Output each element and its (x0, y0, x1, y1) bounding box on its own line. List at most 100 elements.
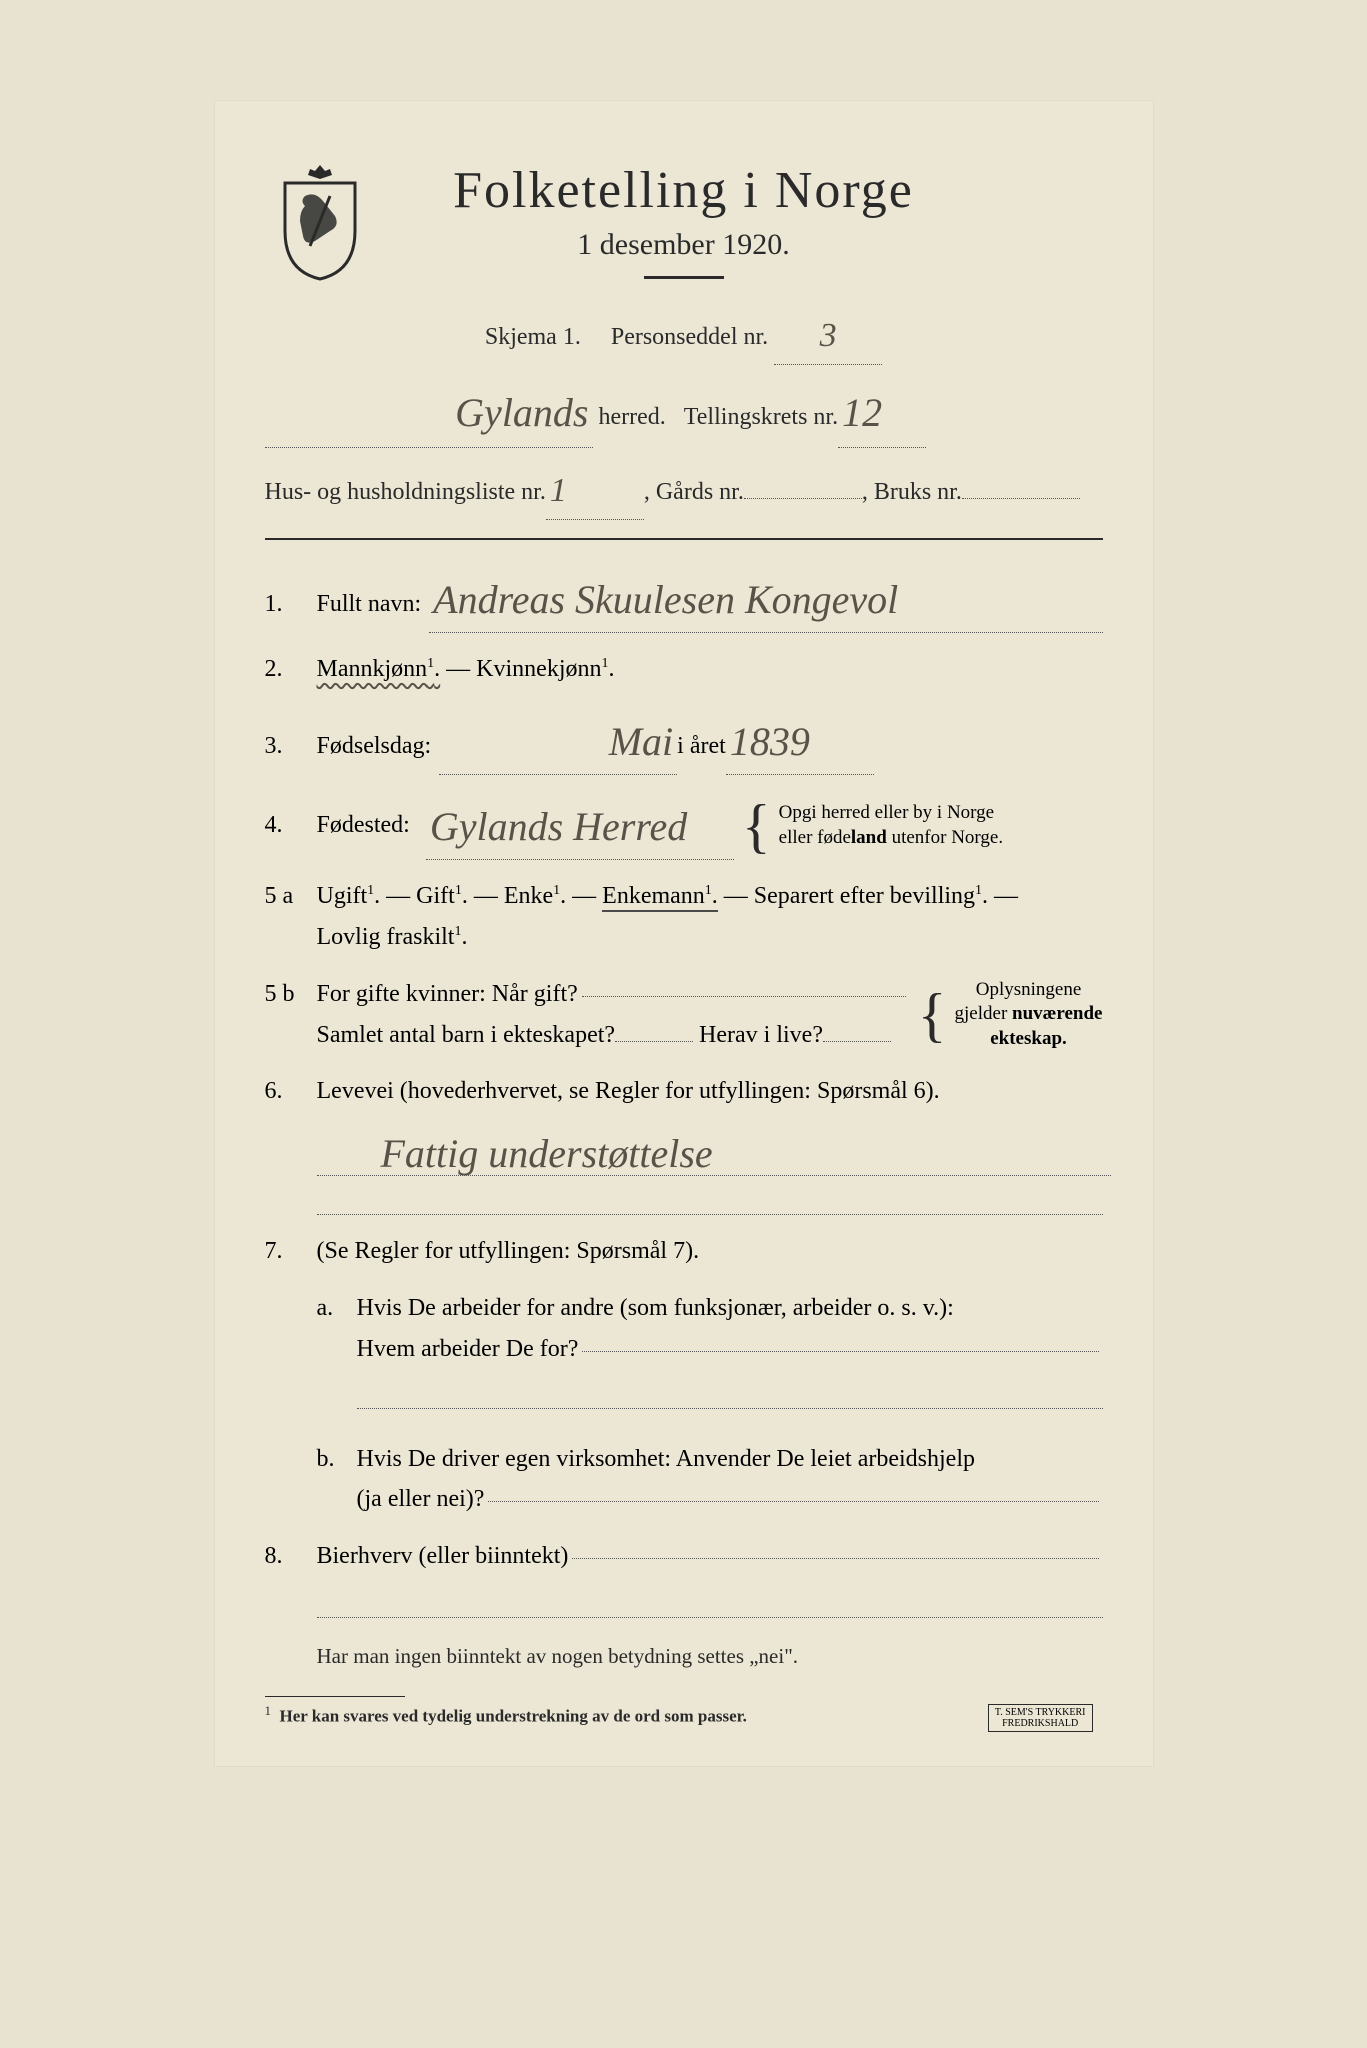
footnote: 1 Her kan svares ved tydelig understrekn… (265, 1703, 1103, 1727)
coat-of-arms-icon (275, 161, 365, 281)
q3-day-field[interactable]: Mai (439, 706, 677, 775)
q8-label: Bierhverv (eller biinntekt) (317, 1536, 569, 1577)
form-sheet: Folketelling i Norge 1 desember 1920. Sk… (214, 100, 1154, 1767)
herred-label: herred. (599, 396, 666, 439)
q7-label: (Se Regler for utfyllingen: Spørsmål 7). (317, 1238, 700, 1264)
q1-value: Andreas Skuulesen Kongevol (433, 577, 898, 622)
q1-field[interactable]: Andreas Skuulesen Kongevol (429, 564, 1102, 633)
q3-mid: i året (677, 726, 726, 767)
q7: 7. (Se Regler for utfyllingen: Spørsmål … (265, 1231, 1103, 1272)
herred-value: Gylands (455, 390, 588, 435)
q2: 2. Mannkjønn1. — Kvinnekjønn1. (265, 649, 1103, 690)
husliste-value: 1 (550, 472, 567, 509)
q8-field[interactable] (572, 1557, 1098, 1559)
q3-year-value: 1839 (730, 719, 810, 764)
q1-label: Fullt navn: (317, 584, 422, 625)
husliste-field[interactable]: 1 (546, 458, 644, 520)
personseddel-label: Personseddel nr. (611, 324, 768, 350)
q5a-num: 5 a (265, 883, 317, 910)
personseddel-field[interactable]: 3 (774, 303, 882, 365)
tellingskrets-label: Tellingskrets nr. (684, 396, 838, 439)
q5a-opt-separert[interactable]: Separert efter bevilling1. (754, 883, 988, 909)
herred-line: Gylands herred. Tellingskrets nr. 12 (265, 375, 1103, 448)
q4: 4. Fødested: Gylands Herred { Opgi herre… (265, 791, 1103, 860)
q6-num: 6. (265, 1078, 317, 1105)
q3-year-field[interactable]: 1839 (726, 706, 874, 775)
q7b-num: b. (317, 1446, 357, 1473)
q1-num: 1. (265, 591, 317, 618)
q6-answer-area: Fattig understøttelse (317, 1128, 1103, 1215)
q5b-l1: For gifte kvinner: Når gift? (317, 974, 578, 1015)
q5a-opt-gift[interactable]: Gift1. (416, 883, 468, 909)
q7a-l1: Hvis De arbeider for andre (som funksjon… (357, 1295, 954, 1321)
q7b-l2: (ja eller nei)? (357, 1479, 485, 1520)
gards-field[interactable] (744, 498, 862, 499)
main-title: Folketelling i Norge (265, 161, 1103, 220)
schema-label: Skjema 1. (485, 324, 581, 350)
q5b-gift-field[interactable] (582, 995, 906, 997)
footnote-num: 1 (265, 1703, 272, 1718)
q5b: 5 b For gifte kvinner: Når gift? Samlet … (265, 974, 1103, 1056)
herred-field[interactable]: Gylands (265, 375, 593, 448)
q7a: a. Hvis De arbeider for andre (som funks… (317, 1288, 1103, 1423)
q5a-opt-enkemann[interactable]: Enkemann1. (602, 883, 718, 912)
q5a: 5 a Ugift1. — Gift1. — Enke1. — Enkemann… (265, 876, 1103, 958)
q8-num: 8. (265, 1543, 317, 1570)
q4-value: Gylands Herred (430, 804, 687, 849)
q5b-note: Oplysningene gjelder nuværendegjelder nu… (955, 978, 1103, 1052)
q4-note: Opgi herred eller by i Norge eller fødel… (779, 801, 1003, 850)
q5b-num: 5 b (265, 981, 317, 1008)
q7b-l1: Hvis De driver egen virksomhet: Anvender… (357, 1446, 975, 1472)
q2-male[interactable]: Mannkjønn1. (317, 656, 441, 682)
q8: 8. Bierhverv (eller biinntekt) (265, 1536, 1103, 1577)
q4-label: Fødested: (317, 805, 410, 846)
q5b-live-field[interactable] (823, 1041, 891, 1042)
tail-line: Har man ingen biinntekt av nogen betydni… (317, 1638, 1103, 1676)
scan-background: Folketelling i Norge 1 desember 1920. Sk… (0, 0, 1367, 2048)
sub-title: 1 desember 1920. (265, 228, 1103, 262)
q8-field-2[interactable] (317, 1593, 1103, 1618)
gards-label: , Gårds nr. (644, 471, 744, 514)
printer-mark: T. SEM'S TRYKKERI FREDRIKSHALD (988, 1704, 1093, 1732)
footnote-rule (265, 1696, 405, 1697)
husliste-line: Hus- og husholdningsliste nr. 1 , Gårds … (265, 458, 1103, 520)
personseddel-value: 3 (820, 317, 837, 354)
brace-icon: { (742, 811, 771, 841)
brace-icon: { (918, 1000, 947, 1030)
bruks-label: , Bruks nr. (862, 471, 962, 514)
q5a-opt-ugift[interactable]: Ugift1. (317, 883, 381, 909)
tellingskrets-value: 12 (842, 390, 882, 435)
q5a-opt-fraskilt[interactable]: Lovlig fraskilt1. (317, 924, 468, 950)
bruks-field[interactable] (962, 498, 1080, 499)
q6-value: Fattig understøttelse (381, 1131, 713, 1176)
q4-field[interactable]: Gylands Herred (426, 791, 734, 860)
q7b: b. Hvis De driver egen virksomhet: Anven… (317, 1439, 1103, 1521)
title-block: Folketelling i Norge 1 desember 1920. (265, 161, 1103, 279)
q5b-l2a: Samlet antal barn i ekteskapet? (317, 1015, 616, 1056)
q3-num: 3. (265, 733, 317, 760)
q6-label: Levevei (hovederhvervet, se Regler for u… (317, 1078, 940, 1104)
q7a-num: a. (317, 1295, 357, 1322)
q3: 3. Fødselsdag: Mai i året 1839 (265, 706, 1103, 775)
q1: 1. Fullt navn: Andreas Skuulesen Kongevo… (265, 564, 1103, 633)
q2-female[interactable]: Kvinnekjønn1. (476, 656, 614, 682)
q5a-opt-enke[interactable]: Enke1. (504, 883, 566, 909)
q5b-l2b: Herav i live? (699, 1015, 823, 1056)
q4-num: 4. (265, 812, 317, 839)
q7b-field[interactable] (488, 1500, 1098, 1502)
q3-day-value: Mai (609, 719, 673, 764)
schema-line: Skjema 1. Personseddel nr. 3 (265, 303, 1103, 365)
q7-num: 7. (265, 1238, 317, 1265)
q2-dash: — (446, 656, 476, 682)
q5b-barn-field[interactable] (615, 1041, 693, 1042)
q7a-field-2[interactable] (357, 1384, 1103, 1409)
q6-field-2[interactable] (317, 1190, 1103, 1215)
tellingskrets-field[interactable]: 12 (838, 375, 926, 448)
divider (265, 538, 1103, 540)
q7a-l2: Hvem arbeider De for? (357, 1329, 579, 1370)
q6-field[interactable]: Fattig understøttelse (317, 1128, 1111, 1176)
q2-num: 2. (265, 656, 317, 683)
title-rule (644, 276, 724, 279)
husliste-label: Hus- og husholdningsliste nr. (265, 471, 546, 514)
q7a-field[interactable] (582, 1350, 1098, 1352)
